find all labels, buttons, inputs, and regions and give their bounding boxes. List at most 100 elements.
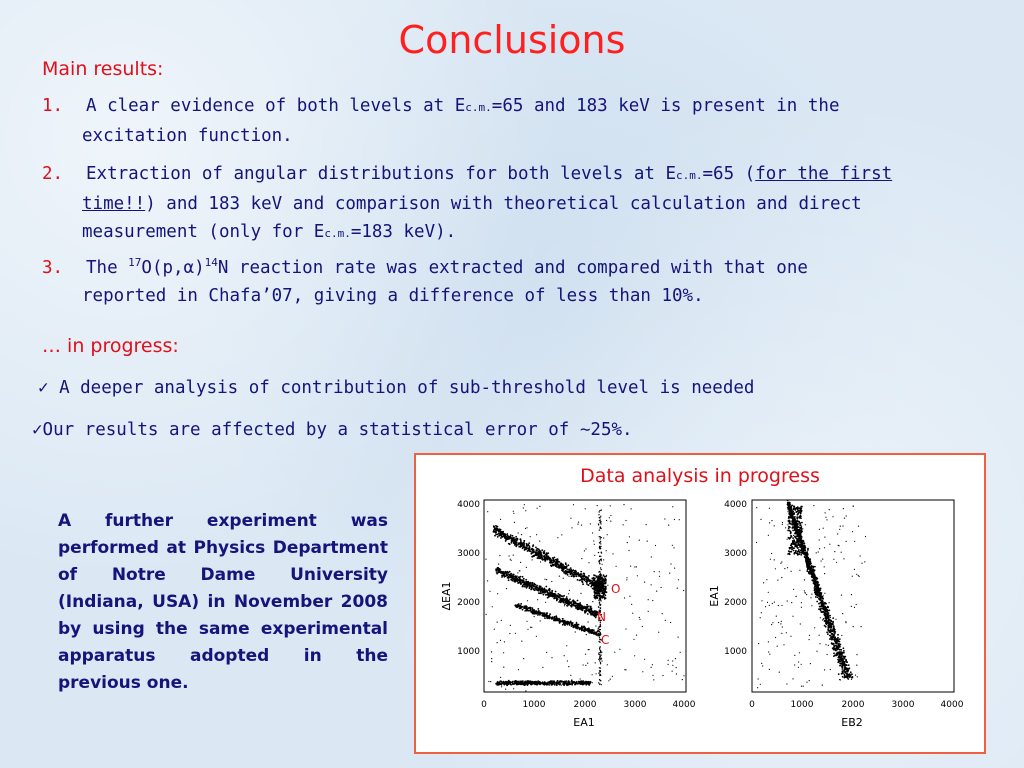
- scatter-point: [548, 558, 550, 560]
- scatter-point: [792, 523, 795, 526]
- scatter-point: [562, 683, 564, 685]
- scatter-point: [644, 658, 646, 660]
- scatter-point: [805, 555, 808, 558]
- scatter-point: [536, 589, 539, 592]
- scatter-point: [600, 523, 602, 525]
- scatter-point: [795, 507, 798, 509]
- scatter-point: [676, 587, 678, 589]
- scatter-point: [802, 544, 805, 547]
- plot1-ytick: 2000: [457, 598, 480, 608]
- scatter-point: [816, 585, 819, 588]
- scatter-point: [856, 676, 858, 678]
- scatter-point: [578, 604, 580, 607]
- scatter-point: [595, 625, 597, 627]
- scatter-point: [556, 558, 558, 560]
- scatter-point: [605, 591, 608, 594]
- scatter-point: [845, 660, 847, 662]
- scatter-point: [485, 613, 487, 615]
- scatter-point: [831, 637, 834, 640]
- scatter-point: [585, 684, 587, 686]
- scatter-point: [563, 598, 565, 600]
- scatter-point: [591, 582, 594, 585]
- scatter-point: [490, 651, 493, 653]
- scatter-point: [608, 680, 610, 682]
- scatter-point: [551, 591, 553, 593]
- scatter-point: [521, 608, 524, 611]
- scatter-point: [569, 567, 572, 569]
- scatter-point: [528, 587, 531, 590]
- item-text: =65 and 183 keV is present in the: [491, 96, 840, 116]
- scatter-point: [786, 683, 788, 685]
- scatter-point: [598, 597, 601, 600]
- scatter-point: [593, 540, 595, 542]
- scatter-point: [827, 606, 830, 609]
- scatter-point: [593, 594, 596, 597]
- scatter-point: [793, 588, 795, 590]
- scatter-point: [586, 583, 588, 585]
- scatter-point: [582, 607, 584, 609]
- scatter-point: [792, 549, 795, 552]
- scatter-point: [538, 549, 541, 552]
- scatter-point: [800, 549, 802, 552]
- scatter-point: [787, 511, 789, 513]
- scatter-point: [505, 688, 507, 690]
- scatter-point: [824, 536, 826, 538]
- scatter-point: [672, 664, 674, 666]
- scatter-point: [664, 619, 666, 621]
- scatter-point: [566, 599, 569, 602]
- scatter-point: [598, 660, 601, 662]
- scatter-point: [603, 537, 605, 539]
- scatter-point: [599, 671, 601, 673]
- scatter-point: [603, 591, 606, 594]
- scatter-point: [844, 667, 847, 670]
- scatter-point: [800, 606, 802, 608]
- scatter-point: [609, 505, 611, 507]
- scatter-point: [837, 645, 839, 648]
- scatter-point: [509, 683, 512, 685]
- scatter-point: [533, 616, 535, 618]
- scatter-point: [781, 632, 783, 634]
- scatter-point: [796, 531, 798, 534]
- scatter-point: [595, 634, 598, 636]
- scatter-point: [806, 570, 809, 573]
- scatter-point: [511, 576, 513, 578]
- scatter-point: [798, 652, 801, 654]
- scatter-point: [796, 541, 798, 544]
- scatter-point: [594, 580, 597, 583]
- scatter-point: [829, 638, 831, 640]
- scatter-point: [835, 618, 837, 620]
- scatter-point: [586, 576, 589, 579]
- scatter-point: [787, 527, 790, 530]
- scatter-point: [799, 527, 802, 530]
- scatter-point: [599, 683, 601, 686]
- scatter-point: [503, 572, 505, 575]
- label-c: C: [601, 633, 609, 647]
- scatter-point: [599, 611, 601, 613]
- scatter-point: [843, 651, 845, 654]
- scatter-point: [594, 662, 596, 664]
- scatter-point: [814, 565, 816, 568]
- scatter-point: [574, 571, 577, 574]
- scatter-point: [757, 687, 759, 689]
- scatter-point: [494, 531, 497, 534]
- scatter-point: [542, 552, 545, 555]
- scatter-point: [838, 660, 840, 662]
- scatter-point: [519, 546, 522, 548]
- scatter-point: [583, 574, 586, 576]
- scatter-point: [591, 629, 594, 632]
- scatter-point: [510, 578, 513, 581]
- scatter-point: [793, 528, 796, 530]
- scatter-point: [864, 561, 866, 563]
- scatter-point: [819, 643, 821, 645]
- scatter-point: [853, 606, 856, 608]
- scatter-point: [569, 601, 572, 604]
- scatter-point: [853, 568, 855, 570]
- scatter-point: [586, 579, 588, 582]
- scatter-point: [798, 521, 801, 524]
- scatter-point: [789, 520, 791, 523]
- scatter-point: [551, 594, 554, 597]
- scatter-point: [495, 569, 497, 571]
- scatter-point: [555, 619, 557, 622]
- scatter-point: [629, 595, 631, 597]
- scatter-point: [841, 675, 844, 678]
